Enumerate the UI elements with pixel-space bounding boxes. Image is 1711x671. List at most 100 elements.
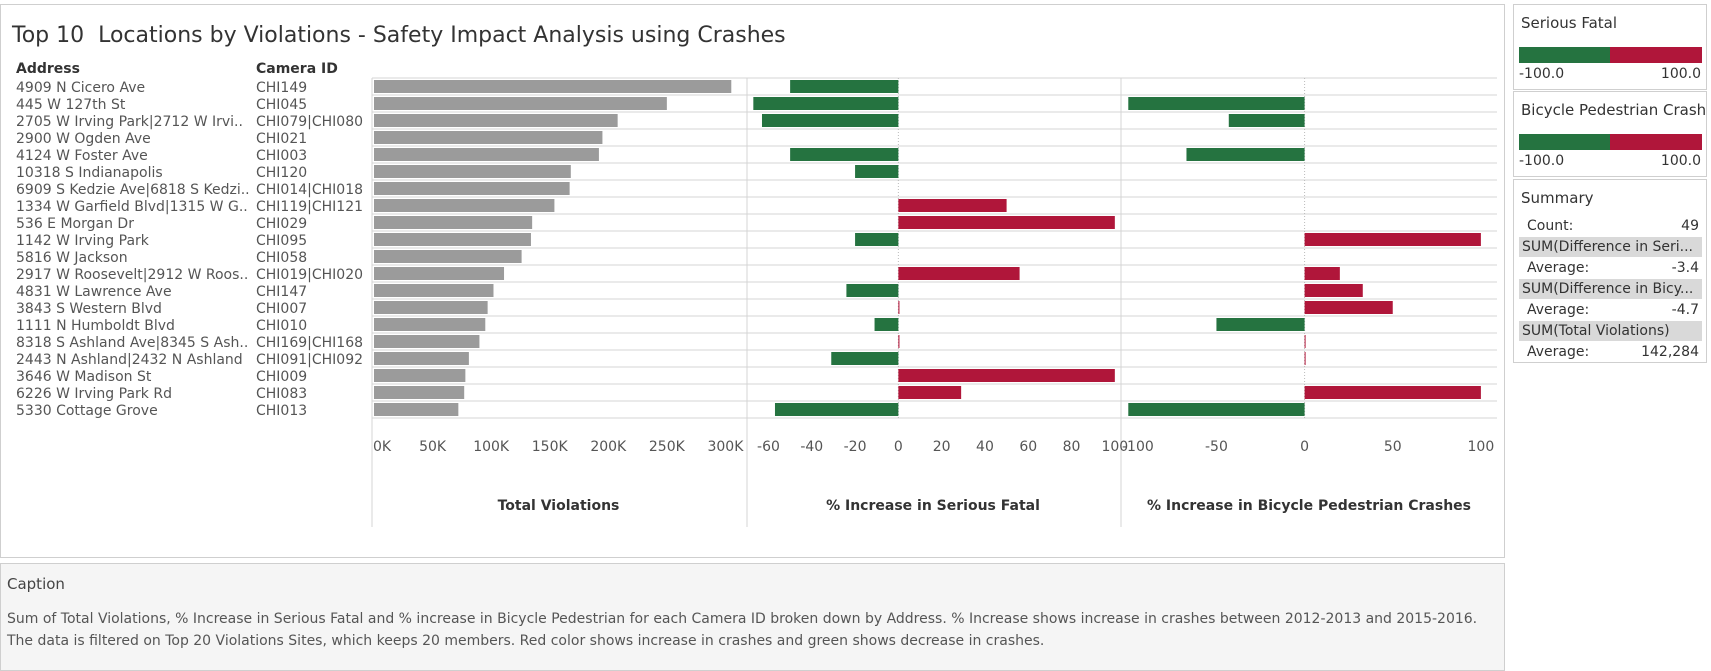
bike-ped-bar[interactable] [1304,352,1306,365]
camera-id-label[interactable]: CHI009 [256,369,307,385]
serious-fatal-bar[interactable] [790,80,899,93]
total-violations-bar[interactable] [374,199,555,212]
address-label[interactable]: 1142 W Irving Park [16,233,150,249]
axis-tick-label: 100 [1101,439,1128,455]
bike-ped-bar[interactable] [1304,301,1393,314]
address-label[interactable]: 5816 W Jackson [16,250,128,266]
bike-ped-bar[interactable] [1304,267,1340,280]
camera-id-label[interactable]: CHI029 [256,216,307,232]
serious-fatal-bar[interactable] [846,284,899,297]
camera-id-label[interactable]: CHI014|CHI018 [256,182,363,198]
total-violations-bar[interactable] [374,114,618,127]
bike-ped-bar[interactable] [1216,318,1305,331]
address-label[interactable]: 6909 S Kedzie Ave|6818 S Kedzi.. [16,182,250,198]
camera-id-label[interactable]: CHI019|CHI020 [256,267,363,283]
legend-bicycle-pedestrian[interactable]: Bicycle Pedestrian Crash -100.0 100.0 [1513,91,1707,177]
bike-ped-bar[interactable] [1304,386,1481,399]
address-label[interactable]: 445 W 127th St [16,97,126,113]
bike-ped-bar[interactable] [1186,148,1305,161]
camera-id-label[interactable]: CHI120 [256,165,307,181]
legend-serious-fatal[interactable]: Serious Fatal -100.0 100.0 [1513,4,1707,90]
serious-fatal-bar[interactable] [761,114,899,127]
total-violations-bar[interactable] [374,216,533,229]
total-violations-bar[interactable] [374,80,732,93]
total-violations-bar[interactable] [374,131,603,144]
total-violations-bar[interactable] [374,284,494,297]
serious-fatal-bar[interactable] [898,386,962,399]
address-label[interactable]: 5330 Cottage Grove [16,403,158,419]
axis-tick-label: 200K [590,439,627,455]
total-violations-bar[interactable] [374,352,469,365]
serious-fatal-bar[interactable] [753,97,899,110]
address-label[interactable]: 4124 W Foster Ave [16,148,148,164]
serious-fatal-bar[interactable] [855,165,899,178]
camera-id-label[interactable]: CHI147 [256,284,307,300]
serious-fatal-bar[interactable] [898,301,900,314]
bike-ped-bar[interactable] [1228,114,1305,127]
serious-fatal-bar[interactable] [898,199,1007,212]
camera-id-label[interactable]: CHI095 [256,233,307,249]
camera-id-label[interactable]: CHI149 [256,80,307,96]
serious-fatal-bar[interactable] [831,352,899,365]
bike-ped-bar[interactable] [1128,403,1305,416]
camera-id-label[interactable]: CHI007 [256,301,307,317]
serious-fatal-bar[interactable] [898,267,1020,280]
camera-id-label[interactable]: CHI083 [256,386,307,402]
total-violations-bar[interactable] [374,165,571,178]
bike-ped-bar[interactable] [1304,335,1306,348]
serious-fatal-bar[interactable] [855,233,899,246]
serious-fatal-bar[interactable] [774,403,899,416]
address-label[interactable]: 4909 N Cicero Ave [16,80,145,96]
total-violations-bar[interactable] [374,97,667,110]
camera-id-label[interactable]: CHI003 [256,148,307,164]
total-violations-bar[interactable] [374,301,488,314]
camera-id-label[interactable]: CHI045 [256,97,307,113]
address-label[interactable]: 1334 W Garfield Blvd|1315 W G.. [16,199,248,215]
legend-title: Serious Fatal [1521,14,1618,32]
total-violations-bar[interactable] [374,335,480,348]
camera-id-label[interactable]: CHI169|CHI168 [256,335,363,351]
camera-id-label[interactable]: CHI119|CHI121 [256,199,363,215]
camera-id-label[interactable]: CHI091|CHI092 [256,352,363,368]
axis-tick-label: 20 [933,439,951,455]
camera-id-label[interactable]: CHI079|CHI080 [256,114,363,130]
camera-id-label[interactable]: CHI058 [256,250,307,266]
bike-ped-bar[interactable] [1304,284,1363,297]
camera-id-label[interactable]: CHI010 [256,318,307,334]
serious-fatal-bar[interactable] [790,148,899,161]
address-label[interactable]: 10318 S Indianapolis [16,165,163,181]
total-violations-bar[interactable] [374,148,599,161]
address-label[interactable]: 2443 N Ashland|2432 N Ashland [16,352,243,368]
address-label[interactable]: 2900 W Ogden Ave [16,131,151,147]
camera-id-label[interactable]: CHI013 [256,403,307,419]
axis-tick-label: 100 [1468,439,1495,455]
total-violations-bar[interactable] [374,386,465,399]
serious-fatal-bar[interactable] [874,318,899,331]
address-label[interactable]: 3646 W Madison St [16,369,152,385]
total-violations-bar[interactable] [374,318,486,331]
address-label[interactable]: 3843 S Western Blvd [16,301,162,317]
serious-fatal-bar[interactable] [898,216,1115,229]
serious-fatal-bar[interactable] [898,335,900,348]
axis-tick-label: 300K [707,439,744,455]
total-violations-bar[interactable] [374,233,531,246]
address-label[interactable]: 2705 W Irving Park|2712 W Irvi.. [16,114,243,130]
total-violations-bar[interactable] [374,403,459,416]
camera-id-column-header: Camera ID [256,61,338,77]
address-label[interactable]: 1111 N Humboldt Blvd [16,318,175,334]
address-label[interactable]: 6226 W Irving Park Rd [16,386,172,402]
address-label[interactable]: 2917 W Roosevelt|2912 W Roos.. [16,267,248,283]
total-violations-bar[interactable] [374,182,570,195]
address-label[interactable]: 8318 S Ashland Ave|8345 S Ash.. [16,335,248,351]
address-label[interactable]: 4831 W Lawrence Ave [16,284,172,300]
axis-tick-label: 40 [976,439,994,455]
serious-fatal-bar[interactable] [898,369,1115,382]
camera-id-label[interactable]: CHI021 [256,131,307,147]
total-violations-bar[interactable] [374,267,505,280]
address-label[interactable]: 536 E Morgan Dr [16,216,134,232]
bike-ped-bar[interactable] [1304,233,1481,246]
axis-tick-label: -20 [844,439,867,455]
total-violations-bar[interactable] [374,369,466,382]
total-violations-bar[interactable] [374,250,522,263]
bike-ped-bar[interactable] [1128,97,1305,110]
